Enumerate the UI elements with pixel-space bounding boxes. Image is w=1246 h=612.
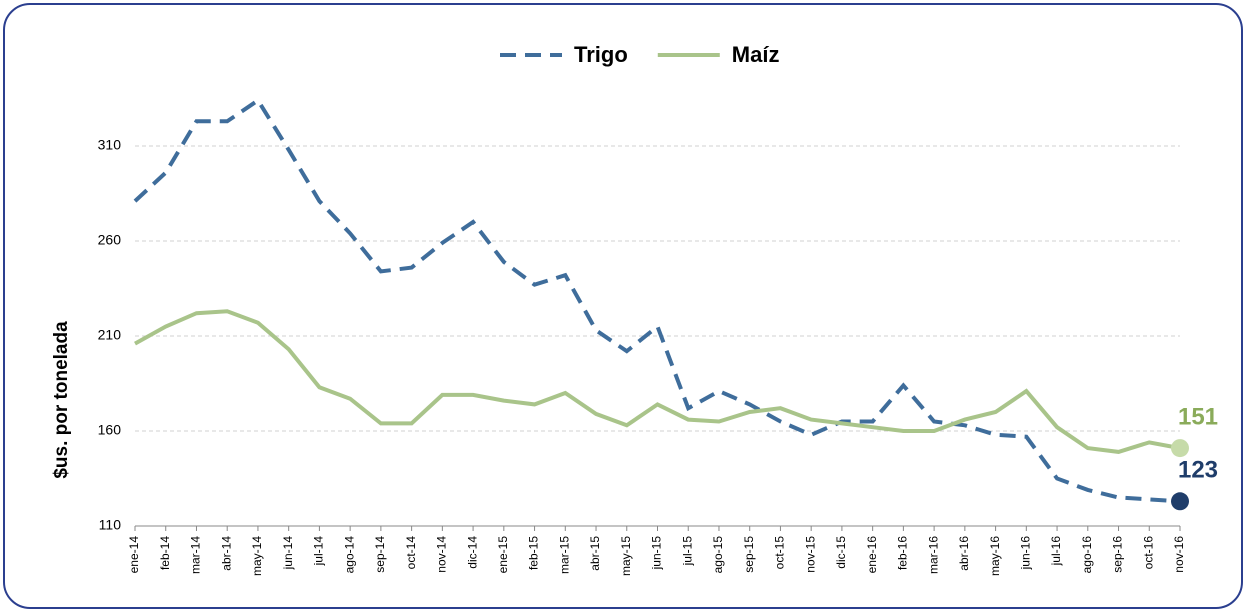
y-tick-label: 110 xyxy=(99,517,122,533)
x-tick-label: feb-15 xyxy=(527,536,541,570)
frame xyxy=(3,3,1243,609)
x-tick-label: sep-15 xyxy=(742,536,756,573)
x-tick-label: jul-14 xyxy=(312,536,326,567)
x-tick-label: nov-14 xyxy=(435,536,449,573)
x-tick-label: ene-15 xyxy=(496,536,510,574)
x-tick-label: mar-16 xyxy=(926,536,940,574)
end-point xyxy=(1171,439,1189,458)
x-tick-label: jul-16 xyxy=(1049,536,1063,567)
x-tick-label: oct-16 xyxy=(1141,536,1155,570)
x-tick-label: oct-14 xyxy=(404,536,418,570)
y-tick-label: 310 xyxy=(98,137,122,153)
x-tick-label: abr-15 xyxy=(588,536,602,571)
y-tick-label: 210 xyxy=(98,327,122,343)
x-tick-label: ene-14 xyxy=(127,536,141,574)
x-tick-label: abr-14 xyxy=(219,536,233,571)
x-tick-label: mar-15 xyxy=(557,536,571,574)
y-tick-label: 160 xyxy=(98,422,122,438)
x-tick-label: feb-14 xyxy=(158,536,172,570)
y-axis-label: $us. por tonelada xyxy=(51,321,72,479)
value-label: 151 xyxy=(1178,403,1218,430)
x-tick-label: dic-14 xyxy=(465,536,479,569)
x-tick-label: ago-16 xyxy=(1080,536,1094,574)
x-tick-label: may-16 xyxy=(988,536,1002,576)
x-tick-label: nov-15 xyxy=(803,536,817,573)
x-tick-label: may-15 xyxy=(619,536,633,576)
x-tick-label: sep-14 xyxy=(373,536,387,573)
x-tick-label: mar-14 xyxy=(189,536,203,574)
x-tick-label: nov-16 xyxy=(1172,536,1186,573)
x-tick-label: abr-16 xyxy=(957,536,971,571)
end-point xyxy=(1171,492,1189,511)
x-tick-label: jun-15 xyxy=(650,536,664,571)
x-tick-label: dic-15 xyxy=(834,536,848,569)
x-tick-label: oct-15 xyxy=(773,536,787,570)
x-tick-label: jun-16 xyxy=(1018,536,1032,571)
x-tick-label: ago-15 xyxy=(711,536,725,574)
x-tick-label: ago-14 xyxy=(342,536,356,574)
line-series xyxy=(134,309,1181,454)
y-tick-label: 260 xyxy=(98,232,122,248)
x-tick-label: may-14 xyxy=(250,536,264,576)
x-tick-label: sep-16 xyxy=(1111,536,1125,573)
x-tick-label: ene-16 xyxy=(865,536,879,574)
x-tick-label: jun-14 xyxy=(281,536,295,571)
line-series xyxy=(133,97,1181,504)
legend-label: Maíz xyxy=(732,42,780,67)
legend-label: Trigo xyxy=(574,42,628,67)
value-label: 123 xyxy=(1178,457,1218,484)
x-tick-label: jul-15 xyxy=(680,536,694,567)
x-tick-label: feb-16 xyxy=(896,536,910,570)
